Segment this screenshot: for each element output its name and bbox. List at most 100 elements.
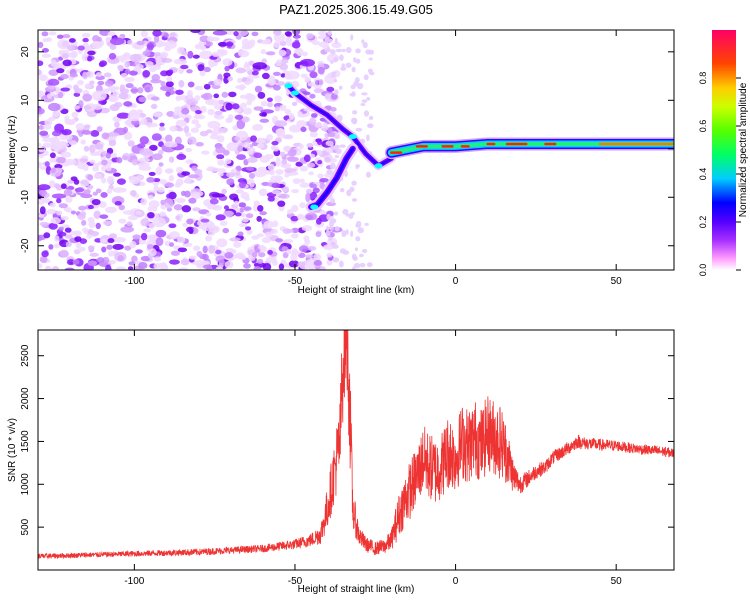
noise-blob xyxy=(216,154,225,160)
noise-blob xyxy=(124,77,135,83)
noise-blob xyxy=(355,58,361,64)
noise-blob xyxy=(185,159,194,165)
noise-blob xyxy=(114,101,123,108)
noise-blob xyxy=(177,267,189,270)
noise-blob xyxy=(66,44,76,52)
noise-blob xyxy=(242,107,252,115)
noise-blob xyxy=(92,35,100,43)
noise-blob xyxy=(165,81,174,88)
noise-blob xyxy=(351,180,357,186)
noise-blob xyxy=(286,209,294,215)
noise-blob xyxy=(91,40,103,50)
noise-blob xyxy=(341,230,347,238)
noise-blob xyxy=(94,143,104,150)
noise-blob xyxy=(116,266,126,270)
noise-blob xyxy=(278,263,285,270)
noise-blob xyxy=(361,39,365,44)
noise-blob xyxy=(122,210,137,215)
noise-blob xyxy=(208,58,215,68)
noise-blob xyxy=(224,65,230,72)
noise-blob xyxy=(194,95,201,102)
noise-blob xyxy=(87,245,95,251)
snr-series-line xyxy=(38,330,674,560)
noise-blob xyxy=(247,93,256,102)
noise-blob xyxy=(214,114,225,120)
noise-blob xyxy=(169,242,175,247)
noise-blob xyxy=(355,127,363,132)
noise-blob xyxy=(160,80,166,87)
noise-blob xyxy=(233,241,242,248)
noise-blob xyxy=(199,50,213,60)
x-tick-label: 50 xyxy=(611,276,623,287)
noise-blob xyxy=(151,133,162,141)
noise-blob xyxy=(41,53,52,58)
noise-blob xyxy=(326,252,333,258)
noise-blob xyxy=(350,230,354,238)
noise-blob xyxy=(48,244,54,250)
noise-blob xyxy=(96,257,105,263)
noise-blob xyxy=(38,146,45,153)
snr-xlabel: Height of straight line (km) xyxy=(298,584,415,595)
noise-blob xyxy=(275,169,284,175)
noise-blob xyxy=(217,99,225,105)
noise-blob xyxy=(253,265,262,270)
noise-blob xyxy=(365,171,371,178)
noise-blob xyxy=(199,105,207,114)
noise-blob xyxy=(186,218,194,225)
noise-blob xyxy=(142,69,151,78)
noise-blob xyxy=(100,165,107,172)
noise-blob xyxy=(145,86,151,93)
noise-blob xyxy=(313,259,322,266)
noise-blob xyxy=(181,171,191,176)
noise-blob xyxy=(368,115,374,121)
noise-blob xyxy=(137,143,146,149)
noise-blob xyxy=(194,85,204,91)
noise-blob xyxy=(80,139,86,145)
noise-blob xyxy=(50,217,61,225)
noise-blob xyxy=(256,215,262,222)
noise-blob xyxy=(60,215,69,221)
noise-blob xyxy=(281,58,289,64)
noise-blob xyxy=(318,41,330,48)
noise-blob xyxy=(271,189,282,195)
noise-blob xyxy=(124,245,132,251)
noise-blob xyxy=(180,258,190,266)
snr-frame xyxy=(37,329,675,571)
noise-blob xyxy=(175,215,181,220)
noise-blob xyxy=(299,58,315,67)
noise-blob xyxy=(284,109,292,115)
noise-blob xyxy=(48,69,59,76)
noise-blob xyxy=(234,114,244,120)
noise-blob xyxy=(117,65,124,72)
noise-blob xyxy=(87,228,94,235)
noise-blob xyxy=(187,136,197,145)
noise-blob xyxy=(306,33,314,39)
noise-blob xyxy=(276,81,285,86)
noise-blob xyxy=(175,119,187,127)
noise-blob xyxy=(175,89,184,95)
snr-axes: -100 -50 0 50 500 1000 1500 2000 2500 xyxy=(20,330,674,587)
noise-blob xyxy=(60,73,69,80)
noise-blob xyxy=(105,264,112,270)
noise-blob xyxy=(367,123,374,129)
noise-blob xyxy=(234,212,242,217)
noise-blob xyxy=(278,193,290,199)
noise-blob xyxy=(74,187,85,193)
noise-blob xyxy=(150,96,160,101)
noise-blob xyxy=(60,151,72,158)
noise-blob xyxy=(91,90,107,101)
noise-blob xyxy=(127,39,133,45)
noise-blob xyxy=(269,169,275,176)
noise-blob xyxy=(248,172,256,179)
noise-blob xyxy=(194,43,203,50)
noise-blob xyxy=(54,235,60,242)
noise-blob xyxy=(150,103,158,110)
noise-blob xyxy=(307,245,317,251)
noise-blob xyxy=(123,101,133,107)
noise-blob xyxy=(193,115,206,120)
noise-blob xyxy=(257,245,266,250)
noise-blob xyxy=(214,104,223,110)
noise-blob xyxy=(187,50,194,59)
noise-blob xyxy=(112,187,127,193)
noise-blob xyxy=(180,190,187,197)
